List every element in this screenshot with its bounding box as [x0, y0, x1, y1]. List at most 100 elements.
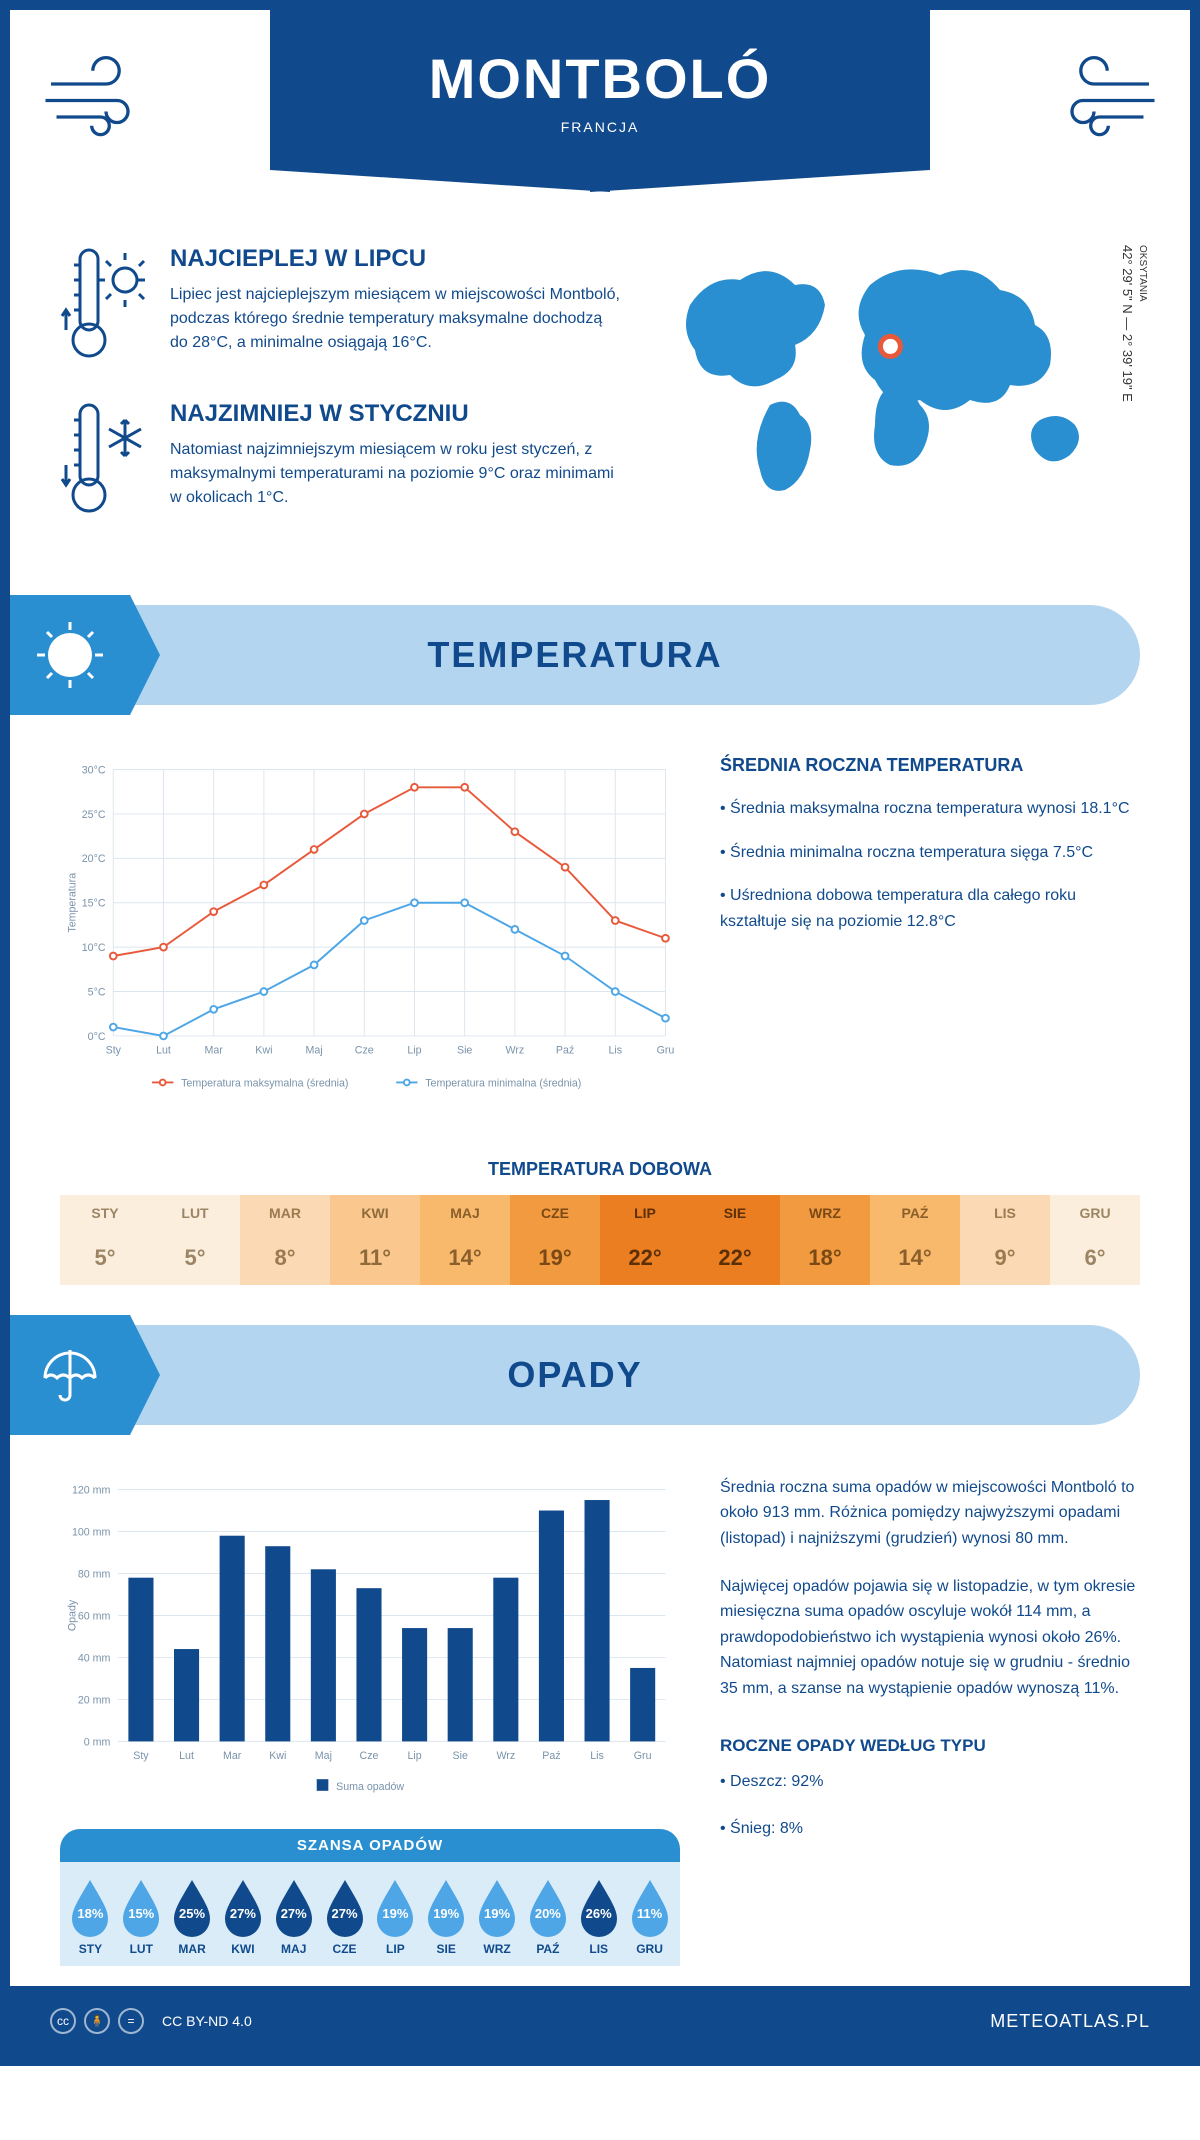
thermometer-cold-icon — [60, 400, 150, 520]
svg-text:Gru: Gru — [657, 1044, 675, 1056]
sun-icon — [10, 595, 130, 715]
chance-month: LIS — [573, 1942, 624, 1956]
daily-value: 22° — [600, 1231, 690, 1285]
daily-month: MAJ — [420, 1195, 510, 1231]
daily-cell: MAR 8° — [240, 1195, 330, 1285]
svg-text:Lip: Lip — [408, 1750, 422, 1762]
daily-month: SIE — [690, 1195, 780, 1231]
cold-text: NAJZIMNIEJ W STYCZNIU Natomiast najzimni… — [170, 400, 620, 520]
svg-text:Lip: Lip — [407, 1044, 421, 1056]
svg-text:Maj: Maj — [315, 1750, 332, 1762]
svg-text:20 mm: 20 mm — [78, 1694, 111, 1706]
svg-text:0°C: 0°C — [88, 1031, 106, 1043]
svg-text:Temperatura: Temperatura — [66, 873, 78, 933]
thermometer-hot-icon — [60, 245, 150, 365]
world-map-icon — [660, 245, 1140, 505]
precip-paragraph: Średnia roczna suma opadów w miejscowośc… — [720, 1475, 1140, 1552]
svg-text:Wrz: Wrz — [496, 1750, 515, 1762]
svg-text:0 mm: 0 mm — [84, 1736, 111, 1748]
hot-block: NAJCIEPLEJ W LIPCU Lipiec jest najcieple… — [60, 245, 620, 365]
temperature-side-info: ŚREDNIA ROCZNA TEMPERATURA • Średnia mak… — [720, 755, 1140, 1109]
svg-text:Temperatura minimalna (średnia: Temperatura minimalna (średnia) — [425, 1077, 581, 1089]
daily-month: LIS — [960, 1195, 1050, 1231]
raindrop-icon: 25% — [167, 1877, 217, 1937]
chance-title-bar: SZANSA OPADÓW — [60, 1829, 680, 1862]
chance-value: 19% — [433, 1906, 459, 1921]
title-banner: MONTBOLÓ FRANCJA — [270, 10, 930, 170]
wind-icon-right — [1050, 40, 1160, 150]
svg-text:25°C: 25°C — [82, 809, 106, 821]
daily-month: GRU — [1050, 1195, 1140, 1231]
daily-month: KWI — [330, 1195, 420, 1231]
svg-text:Mar: Mar — [205, 1044, 224, 1056]
chance-cell: 19% LIP — [370, 1877, 421, 1956]
chance-cell: 26% LIS — [573, 1877, 624, 1956]
svg-text:80 mm: 80 mm — [78, 1568, 111, 1580]
chance-month: KWI — [217, 1942, 268, 1956]
raindrop-icon: 15% — [116, 1877, 166, 1937]
chance-cell: 11% GRU — [624, 1877, 675, 1956]
svg-text:Temperatura maksymalna (średni: Temperatura maksymalna (średnia) — [181, 1077, 348, 1089]
svg-text:Paź: Paź — [542, 1750, 560, 1762]
chance-value: 27% — [332, 1906, 358, 1921]
region-label: OKSYTANIA — [1137, 245, 1148, 302]
precip-side-info: Średnia roczna suma opadów w miejscowośc… — [720, 1475, 1140, 1966]
daily-month: LUT — [150, 1195, 240, 1231]
daily-cell: GRU 6° — [1050, 1195, 1140, 1285]
daily-cell: WRZ 18° — [780, 1195, 870, 1285]
license-badges: cc 🧍 = CC BY-ND 4.0 — [50, 2008, 252, 2034]
svg-text:Lut: Lut — [156, 1044, 171, 1056]
daily-cell: LIS 9° — [960, 1195, 1050, 1285]
daily-cell: LIP 22° — [600, 1195, 690, 1285]
precip-section-bar: OPADY — [10, 1325, 1140, 1425]
svg-text:Mar: Mar — [223, 1750, 242, 1762]
raindrop-icon: 20% — [523, 1877, 573, 1937]
country-label: FRANCJA — [561, 119, 640, 135]
annual-temp-bullet: • Uśredniona dobowa temperatura dla całe… — [720, 883, 1140, 934]
daily-value: 11° — [330, 1231, 420, 1285]
raindrop-icon: 19% — [421, 1877, 471, 1937]
annual-temp-title: ŚREDNIA ROCZNA TEMPERATURA — [720, 755, 1140, 776]
chance-value: 20% — [535, 1906, 561, 1921]
precip-bar-chart: 0 mm20 mm40 mm60 mm80 mm100 mm120 mmOpad… — [60, 1475, 680, 1804]
daily-cell: CZE 19° — [510, 1195, 600, 1285]
daily-cell: LUT 5° — [150, 1195, 240, 1285]
chance-month: LUT — [116, 1942, 167, 1956]
precip-row: 0 mm20 mm40 mm60 mm80 mm100 mm120 mmOpad… — [10, 1455, 1190, 1986]
chance-cell: 18% STY — [65, 1877, 116, 1956]
chance-month: CZE — [319, 1942, 370, 1956]
svg-text:Kwi: Kwi — [255, 1044, 272, 1056]
temperature-chart: 0°C5°C10°C15°C20°C25°C30°CStyLutMarKwiMa… — [60, 755, 680, 1109]
precip-type-bullet: • Śnieg: 8% — [720, 1816, 1140, 1842]
hot-text: NAJCIEPLEJ W LIPCU Lipiec jest najcieple… — [170, 245, 620, 365]
page: MONTBOLÓ FRANCJA — [0, 0, 1200, 2066]
precip-chart-wrap: 0 mm20 mm40 mm60 mm80 mm100 mm120 mmOpad… — [60, 1475, 680, 1966]
precip-title: OPADY — [507, 1354, 642, 1396]
svg-text:Gru: Gru — [634, 1750, 652, 1762]
daily-cell: PAŹ 14° — [870, 1195, 960, 1285]
wind-icon-left — [40, 40, 150, 150]
daily-value: 14° — [420, 1231, 510, 1285]
daily-month: LIP — [600, 1195, 690, 1231]
daily-cell: MAJ 14° — [420, 1195, 510, 1285]
raindrop-icon: 19% — [370, 1877, 420, 1937]
cold-title: NAJZIMNIEJ W STYCZNIU — [170, 400, 620, 428]
daily-month: STY — [60, 1195, 150, 1231]
chance-value: 25% — [179, 1906, 205, 1921]
temperature-row: 0°C5°C10°C15°C20°C25°C30°CStyLutMarKwiMa… — [10, 735, 1190, 1129]
temperature-title: TEMPERATURA — [427, 634, 722, 676]
svg-text:Maj: Maj — [305, 1044, 322, 1056]
by-icon: 🧍 — [84, 2008, 110, 2034]
daily-value: 6° — [1050, 1231, 1140, 1285]
svg-text:60 mm: 60 mm — [78, 1610, 111, 1622]
cc-icon: cc — [50, 2008, 76, 2034]
map-marker-icon — [880, 336, 900, 356]
chance-cell: 19% SIE — [421, 1877, 472, 1956]
daily-value: 5° — [150, 1231, 240, 1285]
info-row: NAJCIEPLEJ W LIPCU Lipiec jest najcieple… — [10, 205, 1190, 585]
daily-temp-title: TEMPERATURA DOBOWA — [10, 1159, 1190, 1180]
svg-text:15°C: 15°C — [82, 898, 106, 910]
license-text: CC BY-ND 4.0 — [162, 2013, 252, 2029]
svg-text:40 mm: 40 mm — [78, 1652, 111, 1664]
chance-cell: 27% KWI — [217, 1877, 268, 1956]
